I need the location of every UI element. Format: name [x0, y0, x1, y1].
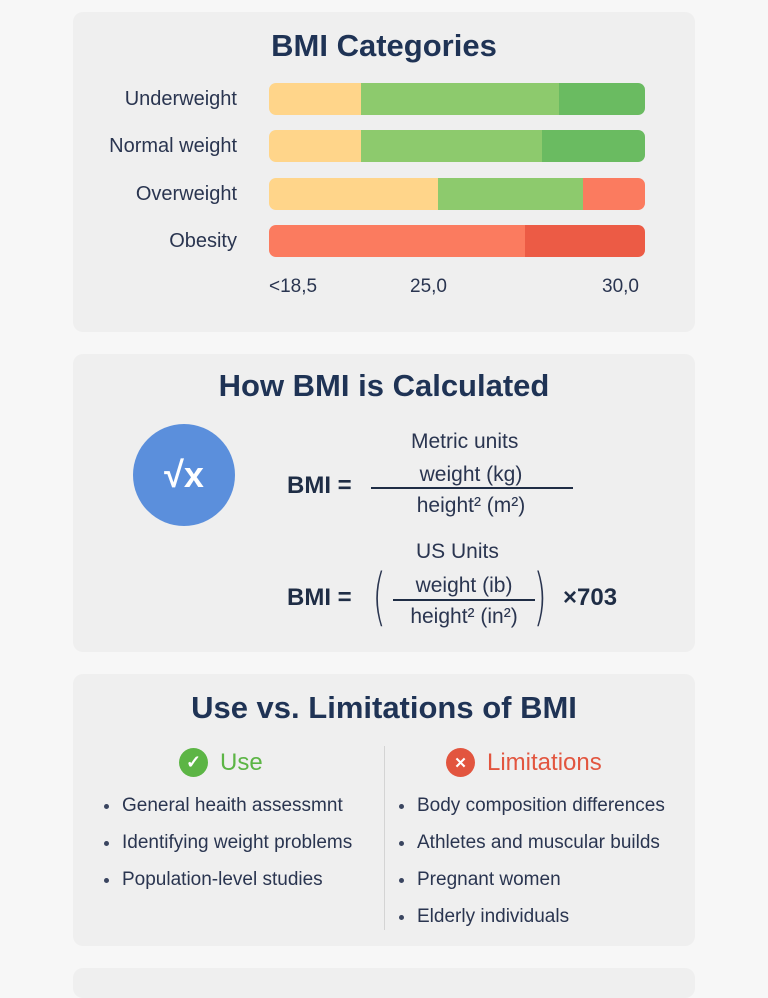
check-icon: ✓ [179, 748, 208, 777]
bar-segment [582, 178, 645, 210]
us-fraction-bar [393, 599, 535, 601]
left-parenthesis: ( [372, 560, 386, 633]
square-root-icon-glyph: √x [164, 454, 204, 495]
next-card-edge [73, 968, 695, 998]
square-root-icon: √x [133, 424, 235, 526]
x-tick-label: <18,5 [269, 276, 318, 297]
bar-segment [269, 130, 362, 162]
category-label-underweight: Underweight [124, 88, 237, 110]
use-list: General heaith assessmnt Identifying wei… [104, 794, 352, 905]
use-list-item: General heaith assessmnt [104, 794, 352, 831]
calc-title: How BMI is Calculated [218, 368, 550, 403]
bar-segment [438, 178, 583, 210]
us-units-label: US Units [416, 540, 499, 563]
x-icon-glyph: ✕ [454, 754, 467, 772]
limitations-list-item: Elderly individuals [399, 905, 665, 942]
use-heading: ✓ Use [179, 748, 263, 777]
us-numerator: weight (ib) [415, 574, 513, 597]
bar-segment [361, 130, 542, 162]
bmi-calculation-card: How BMI is Calculated √x Metric units BM… [73, 354, 695, 652]
bar-segment [524, 225, 645, 257]
use-limitations-title: Use vs. Limitations of BMI [191, 690, 577, 725]
use-list-item: Identifying weight problems [104, 831, 352, 868]
category-label-overweight: Overweight [135, 183, 237, 205]
bar-segment [269, 225, 525, 257]
bar-obesity [269, 225, 645, 257]
limitations-list-item: Pregnant women [399, 868, 665, 905]
bar-segment [361, 83, 559, 115]
bmi-categories-card: BMI Categories Underweight Normal weight… [73, 12, 695, 332]
right-parenthesis: ) [533, 560, 547, 633]
us-multiplier: ×703 [563, 584, 618, 611]
bar-segment [558, 83, 645, 115]
limitations-heading: ✕ Limitations [446, 748, 602, 777]
limitations-heading-label: Limitations [487, 748, 602, 776]
limitations-list-item: Body composition differences [399, 794, 665, 831]
x-icon: ✕ [446, 748, 475, 777]
us-bmi-lhs: BMI = [287, 584, 352, 611]
use-vs-limitations-card: Use vs. Limitations of BMI ✓ Use ✕ Limit… [73, 674, 695, 946]
category-label-obesity: Obesity [169, 230, 237, 252]
use-heading-label: Use [220, 748, 263, 776]
metric-units-label: Metric units [411, 430, 519, 453]
metric-bmi-lhs: BMI = [287, 472, 352, 499]
bar-segment [541, 130, 645, 162]
bar-underweight [269, 83, 645, 115]
bar-segment [269, 83, 362, 115]
bar-normal-weight [269, 130, 645, 162]
x-tick-label: 25,0 [410, 276, 447, 297]
metric-numerator: weight (kg) [419, 463, 523, 486]
limitations-list-item: Athletes and muscular builds [399, 831, 665, 868]
metric-denominator: height² (m²) [416, 494, 526, 517]
category-label-normal-weight: Normal weight [109, 135, 237, 157]
bar-overweight [269, 178, 645, 210]
us-denominator: height² (in²) [410, 605, 518, 628]
use-list-item: Population-level studies [104, 868, 352, 905]
metric-fraction-bar [371, 487, 573, 489]
x-tick-label: 30,0 [602, 276, 639, 297]
check-icon-glyph: ✓ [185, 752, 202, 772]
limitations-list: Body composition differences Athletes an… [399, 794, 665, 942]
chart-title: BMI Categories [271, 28, 497, 63]
column-divider [384, 746, 385, 930]
bar-segment [269, 178, 439, 210]
